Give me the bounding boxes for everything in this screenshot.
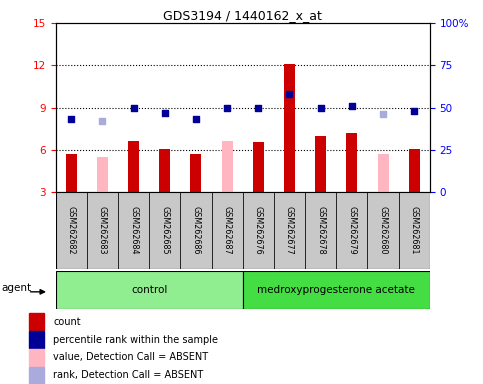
Point bbox=[192, 116, 200, 122]
Bar bbox=[212, 192, 242, 269]
Bar bbox=[56, 192, 87, 269]
Text: medroxyprogesterone acetate: medroxyprogesterone acetate bbox=[257, 285, 415, 295]
Text: GSM262687: GSM262687 bbox=[223, 206, 232, 255]
Bar bbox=[315, 136, 326, 192]
Point bbox=[379, 111, 387, 118]
Point bbox=[67, 116, 75, 122]
Bar bbox=[56, 271, 242, 309]
Title: GDS3194 / 1440162_x_at: GDS3194 / 1440162_x_at bbox=[163, 9, 322, 22]
Point bbox=[411, 108, 418, 114]
Bar bbox=[242, 192, 274, 269]
Bar bbox=[118, 192, 149, 269]
Text: GSM262680: GSM262680 bbox=[379, 206, 387, 255]
Text: GSM262676: GSM262676 bbox=[254, 206, 263, 255]
Text: GSM262677: GSM262677 bbox=[285, 206, 294, 255]
Bar bbox=[97, 157, 108, 192]
Bar bbox=[336, 192, 368, 269]
Bar bbox=[28, 349, 44, 366]
Text: GSM262686: GSM262686 bbox=[191, 206, 200, 255]
Text: GSM262678: GSM262678 bbox=[316, 206, 325, 255]
Bar bbox=[28, 331, 44, 348]
Bar bbox=[305, 192, 336, 269]
Bar bbox=[398, 192, 430, 269]
Text: percentile rank within the sample: percentile rank within the sample bbox=[53, 334, 218, 344]
Point bbox=[223, 104, 231, 111]
Text: GSM262685: GSM262685 bbox=[160, 206, 169, 255]
Bar bbox=[368, 192, 398, 269]
Bar bbox=[66, 154, 77, 192]
Text: rank, Detection Call = ABSENT: rank, Detection Call = ABSENT bbox=[53, 370, 203, 380]
Bar bbox=[284, 64, 295, 192]
Bar bbox=[28, 367, 44, 384]
Point bbox=[317, 104, 325, 111]
Bar bbox=[128, 141, 139, 192]
Text: control: control bbox=[131, 285, 167, 295]
Point bbox=[255, 104, 262, 111]
Bar bbox=[346, 133, 357, 192]
Bar bbox=[222, 141, 233, 192]
Text: GSM262683: GSM262683 bbox=[98, 206, 107, 255]
Text: GSM262681: GSM262681 bbox=[410, 206, 419, 255]
Point bbox=[161, 109, 169, 116]
Bar bbox=[87, 192, 118, 269]
Bar bbox=[149, 192, 180, 269]
Point bbox=[99, 118, 106, 124]
Text: GSM262679: GSM262679 bbox=[347, 206, 356, 255]
Point bbox=[285, 91, 293, 97]
Bar bbox=[28, 313, 44, 330]
Bar bbox=[409, 149, 420, 192]
Point bbox=[348, 103, 356, 109]
Text: GSM262682: GSM262682 bbox=[67, 206, 76, 255]
Bar bbox=[378, 154, 388, 192]
Point bbox=[129, 104, 137, 111]
Text: count: count bbox=[53, 317, 81, 327]
Text: GSM262684: GSM262684 bbox=[129, 206, 138, 255]
Text: agent: agent bbox=[1, 283, 31, 293]
Bar bbox=[274, 192, 305, 269]
Bar bbox=[242, 271, 430, 309]
Bar bbox=[159, 149, 170, 192]
Text: value, Detection Call = ABSENT: value, Detection Call = ABSENT bbox=[53, 353, 208, 362]
Bar bbox=[190, 154, 201, 192]
Bar bbox=[180, 192, 212, 269]
Bar bbox=[253, 142, 264, 192]
